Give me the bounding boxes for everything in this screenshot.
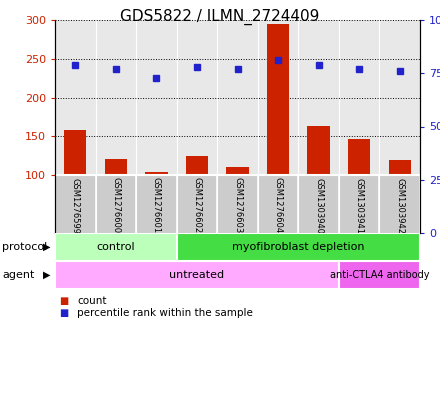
Bar [55,233,177,261]
Bar [348,139,370,175]
Text: ▶: ▶ [43,242,51,252]
Bar [389,160,411,175]
Bar [105,159,127,175]
Text: agent: agent [2,270,35,280]
Text: count: count [77,296,106,306]
Text: GSM1276603: GSM1276603 [233,177,242,234]
Bar [177,233,420,261]
Text: GSM1303940: GSM1303940 [314,178,323,233]
Text: control: control [96,242,135,252]
Bar [339,261,420,289]
Text: untreated: untreated [169,270,224,280]
Text: GSM1303941: GSM1303941 [355,178,364,233]
Text: GSM1276602: GSM1276602 [192,178,202,233]
Text: ▶: ▶ [43,270,51,280]
Text: GSM1276599: GSM1276599 [71,178,80,233]
Bar [308,126,330,175]
Bar [64,130,86,175]
Bar [145,172,168,175]
Bar [55,175,420,233]
Text: anti-CTLA4 antibody: anti-CTLA4 antibody [330,270,429,280]
Text: ■: ■ [59,296,69,306]
Bar [226,167,249,175]
Bar [55,261,339,289]
Text: GSM1276604: GSM1276604 [274,178,282,233]
Text: ■: ■ [59,308,69,318]
Text: GSM1303942: GSM1303942 [395,178,404,233]
Text: GSM1276601: GSM1276601 [152,178,161,233]
Text: myofibroblast depletion: myofibroblast depletion [232,242,365,252]
Text: percentile rank within the sample: percentile rank within the sample [77,308,253,318]
Text: GDS5822 / ILMN_2724409: GDS5822 / ILMN_2724409 [120,9,320,25]
Bar [186,156,208,175]
Text: GSM1276600: GSM1276600 [111,178,120,233]
Text: protocol: protocol [2,242,48,252]
Bar [267,24,289,175]
